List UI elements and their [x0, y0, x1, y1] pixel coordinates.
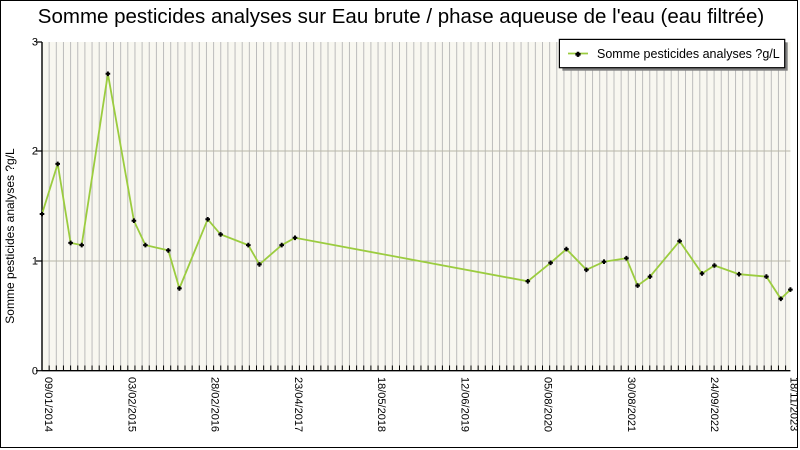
svg-text:03/02/2015: 03/02/2015	[125, 377, 137, 432]
svg-text:1: 1	[32, 256, 38, 268]
svg-text:3: 3	[32, 37, 38, 49]
svg-text:18/05/2018: 18/05/2018	[375, 377, 387, 432]
svg-text:12/06/2019: 12/06/2019	[458, 377, 470, 432]
svg-text:05/08/2020: 05/08/2020	[542, 377, 554, 432]
svg-text:0: 0	[32, 366, 38, 378]
svg-text:23/04/2017: 23/04/2017	[292, 377, 304, 432]
svg-text:Somme pesticides analyses ?g/L: Somme pesticides analyses ?g/L	[3, 148, 17, 324]
svg-text:24/09/2022: 24/09/2022	[708, 377, 720, 432]
svg-text:30/08/2021: 30/08/2021	[625, 377, 637, 432]
svg-text:18/11/2023: 18/11/2023	[788, 377, 799, 431]
svg-text:2: 2	[32, 146, 38, 158]
svg-text:28/02/2016: 28/02/2016	[209, 377, 221, 432]
svg-text:09/01/2014: 09/01/2014	[42, 377, 54, 432]
svg-text:Somme pesticides analyses ?g/L: Somme pesticides analyses ?g/L	[597, 47, 780, 61]
